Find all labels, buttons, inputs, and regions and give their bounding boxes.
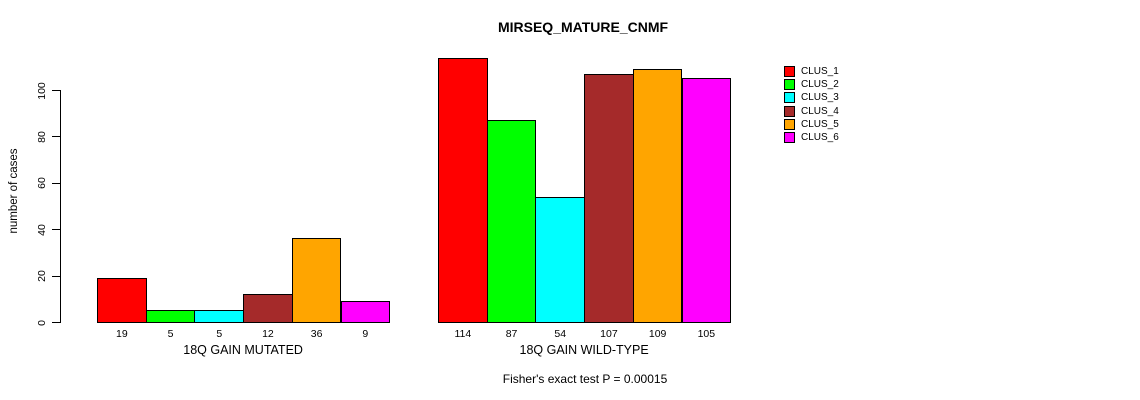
legend-label: CLUS_4 xyxy=(801,105,839,117)
legend-swatch xyxy=(784,105,795,117)
y-tick-label: 60 xyxy=(36,177,48,190)
y-tick-label: 100 xyxy=(36,81,48,100)
bar-clus_3 xyxy=(194,310,245,323)
bar-value-label: 5 xyxy=(167,328,174,340)
bar-clus_1 xyxy=(438,57,488,323)
bar-clus_2 xyxy=(145,310,196,323)
y-axis-tick xyxy=(52,275,60,277)
bar-value-label: 107 xyxy=(600,328,618,340)
bar-clus_1 xyxy=(97,277,147,323)
legend-entry: CLUS_2 xyxy=(784,78,839,91)
bar-clus_5 xyxy=(291,238,342,323)
bar-value-label: 12 xyxy=(262,328,274,340)
bar-clus_4 xyxy=(584,73,634,323)
y-tick-label: 20 xyxy=(36,270,48,282)
y-axis-tick xyxy=(52,182,60,184)
legend-label: CLUS_3 xyxy=(801,92,839,104)
y-axis-tick xyxy=(52,136,60,138)
x-axis-group-label: 18Q GAIN MUTATED xyxy=(183,343,303,357)
legend-swatch xyxy=(784,66,795,78)
legend-label: CLUS_2 xyxy=(801,79,839,91)
y-axis-label: number of cases xyxy=(8,148,20,234)
legend: CLUS_1 CLUS_2 CLUS_3 CLUS_4 CLUS_5 CLUS_6 xyxy=(784,65,839,144)
y-axis-line xyxy=(60,90,61,323)
bar-value-label: 36 xyxy=(310,328,323,340)
bar-value-label: 87 xyxy=(505,328,518,340)
bar-value-label: 9 xyxy=(362,328,369,340)
legend-label: CLUS_5 xyxy=(801,118,839,130)
bar-clus_2 xyxy=(486,120,537,323)
stat-annotation: Fisher's exact test P = 0.00015 xyxy=(502,372,668,386)
y-axis-tick xyxy=(52,322,60,323)
legend-label: CLUS_1 xyxy=(801,66,839,78)
bar-value-label: 105 xyxy=(697,328,716,340)
y-axis-tick xyxy=(52,229,60,231)
bar-clus_6 xyxy=(681,78,732,323)
legend-entry: CLUS_3 xyxy=(784,91,839,104)
y-tick-label: 0 xyxy=(36,319,48,326)
bar-clus_5 xyxy=(632,69,683,323)
legend-swatch xyxy=(784,118,795,130)
legend-entry: CLUS_4 xyxy=(784,105,839,118)
x-axis-group-label: 18Q GAIN WILD-TYPE xyxy=(519,343,649,357)
legend-label: CLUS_6 xyxy=(801,132,839,144)
y-axis-tick xyxy=(52,90,60,91)
bar-value-label: 54 xyxy=(554,328,567,340)
legend-entry: CLUS_5 xyxy=(784,118,839,131)
legend-swatch xyxy=(784,92,795,104)
bar-clus_4 xyxy=(243,294,293,323)
bar-value-label: 114 xyxy=(454,328,472,340)
bar-value-label: 19 xyxy=(116,328,128,340)
bar-value-label: 109 xyxy=(648,328,667,340)
y-tick-label: 40 xyxy=(36,223,48,236)
legend-entry: CLUS_6 xyxy=(784,131,839,144)
legend-entry: CLUS_1 xyxy=(784,65,839,78)
y-tick-label: 80 xyxy=(36,131,48,143)
chart-title: MIRSEQ_MATURE_CNMF xyxy=(497,19,669,35)
bar-value-label: 5 xyxy=(216,328,223,340)
bar-clus_3 xyxy=(535,196,586,323)
legend-swatch xyxy=(784,132,795,144)
legend-swatch xyxy=(784,79,795,91)
bar-clus_6 xyxy=(340,301,391,323)
